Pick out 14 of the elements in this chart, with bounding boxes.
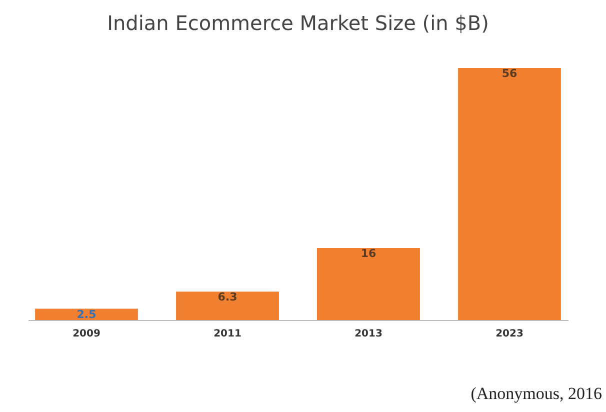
- data-label: 2.5: [76, 308, 96, 321]
- x-tick-label: 2013: [354, 328, 382, 340]
- data-label: 56: [502, 67, 518, 80]
- text: (Anonymous, 2016: [470, 384, 602, 404]
- x-tick-label: 2023: [496, 328, 524, 340]
- bar: [458, 68, 561, 320]
- bar: [35, 308, 138, 320]
- chart-title: Indian Ecommerce Market Size (in $B): [107, 11, 489, 35]
- data-label: 6.3: [218, 290, 238, 304]
- bar: [176, 292, 279, 320]
- bar: [317, 248, 420, 320]
- data-label: 16: [360, 247, 376, 260]
- x-tick-label: 2011: [214, 328, 242, 340]
- x-tick-label: 2009: [72, 328, 100, 340]
